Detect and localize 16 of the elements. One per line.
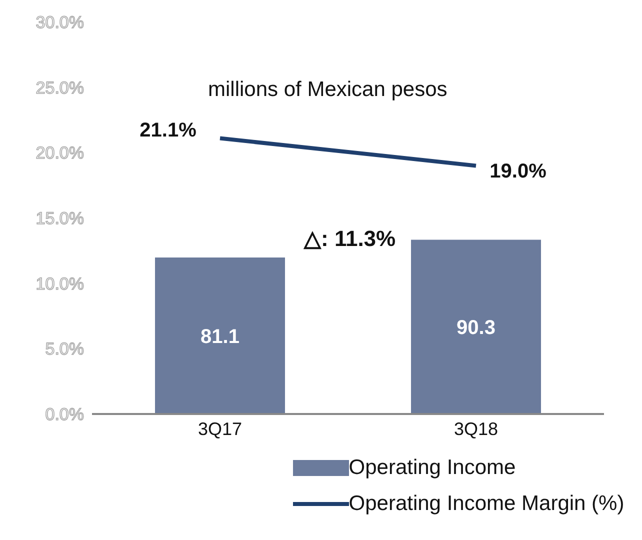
y-tick-label: 0.0% — [45, 405, 84, 424]
x-tick-label: 3Q18 — [454, 418, 498, 439]
y-tick-label: 10.0% — [36, 274, 84, 294]
data-label: 19.0% — [490, 160, 547, 183]
x-tick-label: 3Q17 — [198, 418, 242, 439]
data-label: 21.1% — [140, 119, 197, 142]
legend-label: Operating Income — [348, 456, 516, 480]
y-tick-label: 20.0% — [36, 144, 84, 163]
y-tick-label: 25.0% — [36, 78, 84, 98]
annotation: △: 11.3% — [304, 226, 396, 252]
annotation: millions of Mexican pesos — [208, 78, 448, 102]
data-label: 81.1 — [200, 326, 240, 348]
y-tick-label: 15.0% — [36, 209, 84, 228]
legend-label: Operating Income Margin (%) — [348, 492, 624, 516]
y-tick-label: 30.0% — [36, 13, 84, 32]
data-label: 90.3 — [456, 316, 496, 339]
